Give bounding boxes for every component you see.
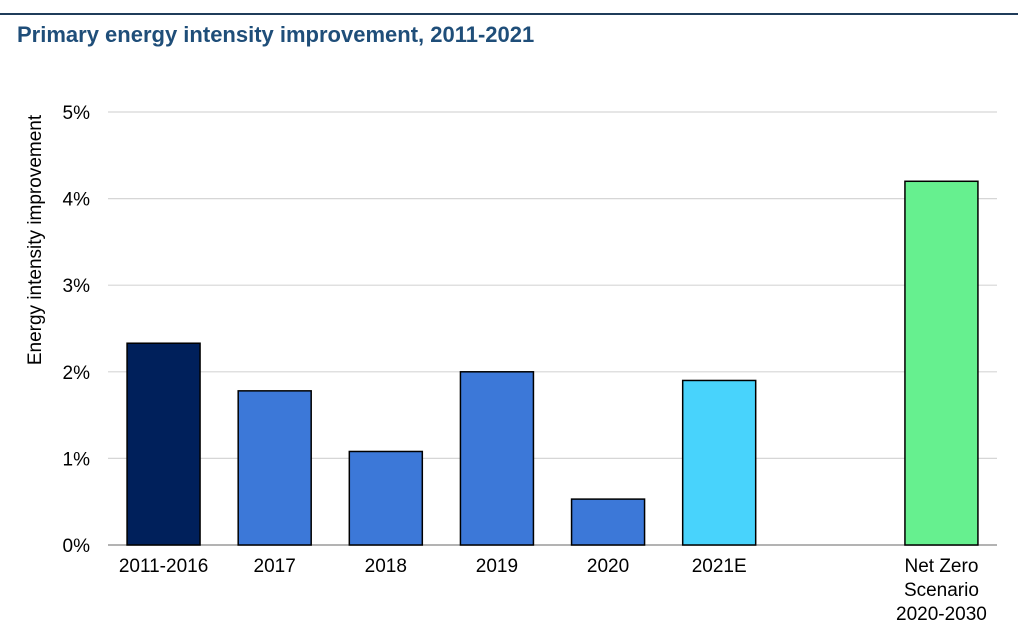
x-tick-label: 2011-2016 bbox=[119, 556, 208, 577]
top-divider bbox=[0, 13, 1018, 15]
bar-2021e bbox=[681, 379, 757, 546]
bar-2020 bbox=[570, 498, 646, 546]
bar-2019 bbox=[459, 371, 535, 546]
y-tick-label: 2% bbox=[63, 363, 91, 384]
bar-2018 bbox=[348, 450, 424, 546]
chart-title: Primary energy intensity improvement, 20… bbox=[17, 22, 535, 47]
y-tick-label: 4% bbox=[63, 190, 91, 211]
x-axis-tick-labels: 2011-2016 2017 2018 2019 2020 2021E Net Zero Sc… bbox=[119, 556, 987, 625]
bar-2017 bbox=[237, 390, 312, 546]
x-tick-label: Net Zero Scenario 2020-2030 bbox=[896, 556, 987, 625]
y-tick-label: 0% bbox=[63, 536, 91, 557]
bar-2011-2016 bbox=[126, 342, 201, 546]
y-tick-label: 1% bbox=[63, 449, 91, 470]
y-tick-label: 3% bbox=[63, 276, 91, 297]
y-axis-tick-labels: 0% 1% 2% 3% 4% 5% bbox=[63, 103, 91, 557]
y-axis-title: Energy intensity improvement bbox=[25, 114, 46, 365]
bars bbox=[126, 180, 979, 546]
x-tick-label: 2017 bbox=[254, 556, 296, 577]
x-tick-label: 2020 bbox=[587, 556, 629, 577]
bar-net-zero-scenario-2020-2030 bbox=[904, 180, 979, 546]
y-tick-label: 5% bbox=[63, 103, 91, 124]
x-tick-label: 2018 bbox=[365, 556, 407, 577]
x-tick-label: 2021E bbox=[692, 556, 747, 577]
x-tick-label: 2019 bbox=[476, 556, 518, 577]
